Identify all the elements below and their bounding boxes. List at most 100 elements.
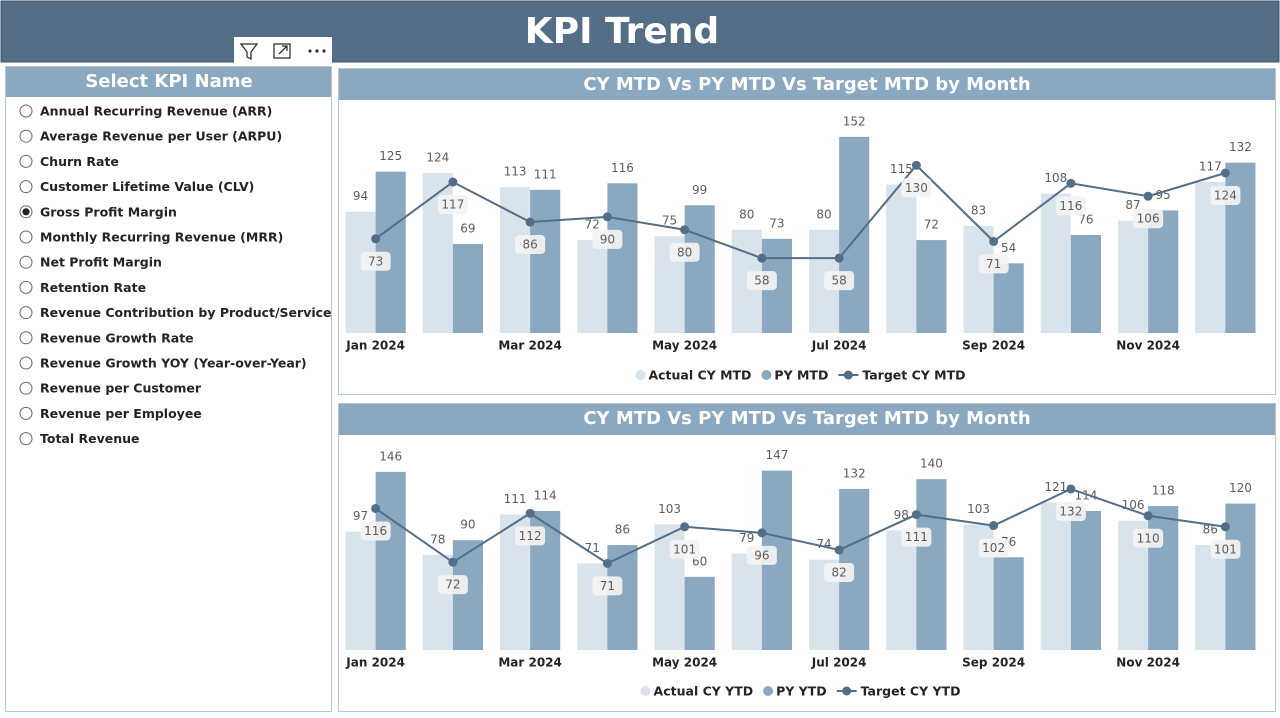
- slicer-item-label: Customer Lifetime Value (CLV): [40, 179, 254, 194]
- line-point: [911, 510, 921, 520]
- line-point: [834, 545, 844, 555]
- legend: Actual CY YTD PY YTD Target CY YTD: [640, 684, 960, 699]
- slicer-item[interactable]: Revenue Growth Rate: [19, 330, 194, 345]
- data-label: 111: [534, 167, 557, 181]
- slicer-header: [6, 67, 331, 97]
- data-label: 132: [843, 466, 866, 480]
- data-label-box: [978, 254, 1009, 274]
- focus-icon[interactable]: [273, 43, 291, 59]
- data-label: 118: [1152, 484, 1175, 498]
- legend-marker: [763, 686, 774, 696]
- slicer-item[interactable]: Revenue per Employee: [19, 406, 202, 421]
- slicer-item[interactable]: Total Revenue: [19, 431, 140, 446]
- bar: [1225, 503, 1256, 650]
- slicer-panel: [5, 66, 332, 712]
- data-label: 125: [379, 149, 402, 163]
- data-label-box: [437, 575, 468, 595]
- line-point: [989, 521, 999, 531]
- data-label-box: [824, 271, 855, 291]
- bar: [1070, 510, 1102, 650]
- data-label: 108: [1044, 171, 1067, 185]
- line-point: [525, 217, 535, 227]
- data-label: 152: [843, 114, 866, 128]
- data-label: 111: [905, 530, 928, 544]
- slicer-item-label: Revenue per Customer: [40, 381, 202, 396]
- slicer-item[interactable]: Revenue Contribution by Product/Service: [19, 305, 332, 320]
- data-label-box: [1210, 539, 1241, 559]
- data-label: 96: [754, 548, 769, 562]
- x-tick-label: Jan 2024: [345, 656, 405, 670]
- data-label: 116: [1059, 199, 1082, 213]
- bar: [963, 225, 994, 333]
- legend-label: PY MTD: [774, 368, 828, 383]
- data-label: 73: [368, 254, 383, 268]
- x-tick-label: Mar 2024: [498, 656, 562, 670]
- data-label-box: [1055, 196, 1086, 216]
- slicer-item[interactable]: Monthly Recurring Revenue (MRR): [19, 230, 283, 245]
- data-label: 146: [379, 449, 402, 463]
- slicer-item-label: Churn Rate: [40, 154, 119, 169]
- filter-icon[interactable]: [239, 43, 259, 61]
- radio-button: [19, 104, 33, 118]
- data-label: 124: [1214, 189, 1237, 203]
- slicer-item-label: Monthly Recurring Revenue (MRR): [40, 230, 283, 245]
- data-label-box: [1210, 186, 1241, 205]
- line-point: [371, 234, 381, 244]
- line-point: [989, 236, 999, 246]
- bar: [1148, 506, 1179, 650]
- x-tick-label: May 2024: [652, 656, 717, 670]
- bar: [684, 205, 715, 333]
- line-point: [1143, 511, 1153, 521]
- slicer-item[interactable]: Revenue Growth YOY (Year-over-Year): [19, 356, 307, 371]
- slicer-item[interactable]: Retention Rate: [19, 280, 146, 295]
- bar: [1117, 220, 1149, 333]
- slicer-item[interactable]: Annual Recurring Revenue (ARR): [19, 104, 272, 119]
- legend-item: Target CY MTD: [838, 368, 966, 383]
- bar: [499, 187, 531, 333]
- slicer-item[interactable]: Churn Rate: [19, 154, 119, 169]
- slicer-item[interactable]: Customer Lifetime Value (CLV): [19, 179, 254, 194]
- x-tick-label: May 2024: [652, 339, 717, 353]
- data-label: 74: [816, 537, 831, 551]
- line-point: [448, 557, 458, 567]
- slicer-list: Annual Recurring Revenue (ARR) Average Re…: [19, 104, 332, 446]
- legend-marker: [635, 370, 646, 380]
- slicer-title: Select KPI Name: [85, 71, 252, 92]
- legend-item: Actual CY YTD: [640, 684, 753, 699]
- line-point: [602, 212, 612, 222]
- data-label: 82: [831, 565, 846, 579]
- slicer-item-label: Total Revenue: [40, 431, 140, 446]
- slicer-item[interactable]: Revenue per Customer: [19, 381, 202, 396]
- bar: [1040, 193, 1071, 333]
- data-label: 75: [662, 214, 677, 228]
- more-options[interactable]: [308, 49, 326, 53]
- data-label: 99: [692, 183, 707, 197]
- legend-item: PY MTD: [761, 368, 828, 383]
- bar: [731, 553, 762, 650]
- data-label: 72: [585, 218, 600, 232]
- radio-button: [19, 306, 33, 320]
- radio-button: [19, 154, 33, 168]
- bar: [1070, 234, 1102, 333]
- slicer-item[interactable]: Average Revenue per User (ARPU): [19, 129, 282, 144]
- data-label: 147: [765, 448, 788, 462]
- line-point: [1066, 484, 1076, 494]
- data-label: 58: [831, 274, 846, 288]
- header-bar: [0, 0, 1280, 63]
- data-label: 83: [971, 203, 986, 217]
- bar: [452, 540, 484, 650]
- bar: [577, 563, 608, 650]
- slicer-item[interactable]: Gross Profit Margin: [19, 204, 177, 219]
- slicer-item[interactable]: Net Profit Margin: [19, 255, 162, 270]
- data-label: 79: [739, 531, 754, 545]
- data-label: 132: [1229, 140, 1252, 154]
- data-label-box: [592, 229, 623, 249]
- line-point: [911, 160, 921, 170]
- slicer-item-label: Revenue Contribution by Product/Service: [40, 305, 332, 320]
- data-label: 120: [1229, 481, 1252, 495]
- data-label-box: [1055, 501, 1086, 521]
- bar: [1195, 182, 1226, 333]
- data-label: 86: [522, 238, 537, 252]
- data-label: 116: [611, 161, 634, 175]
